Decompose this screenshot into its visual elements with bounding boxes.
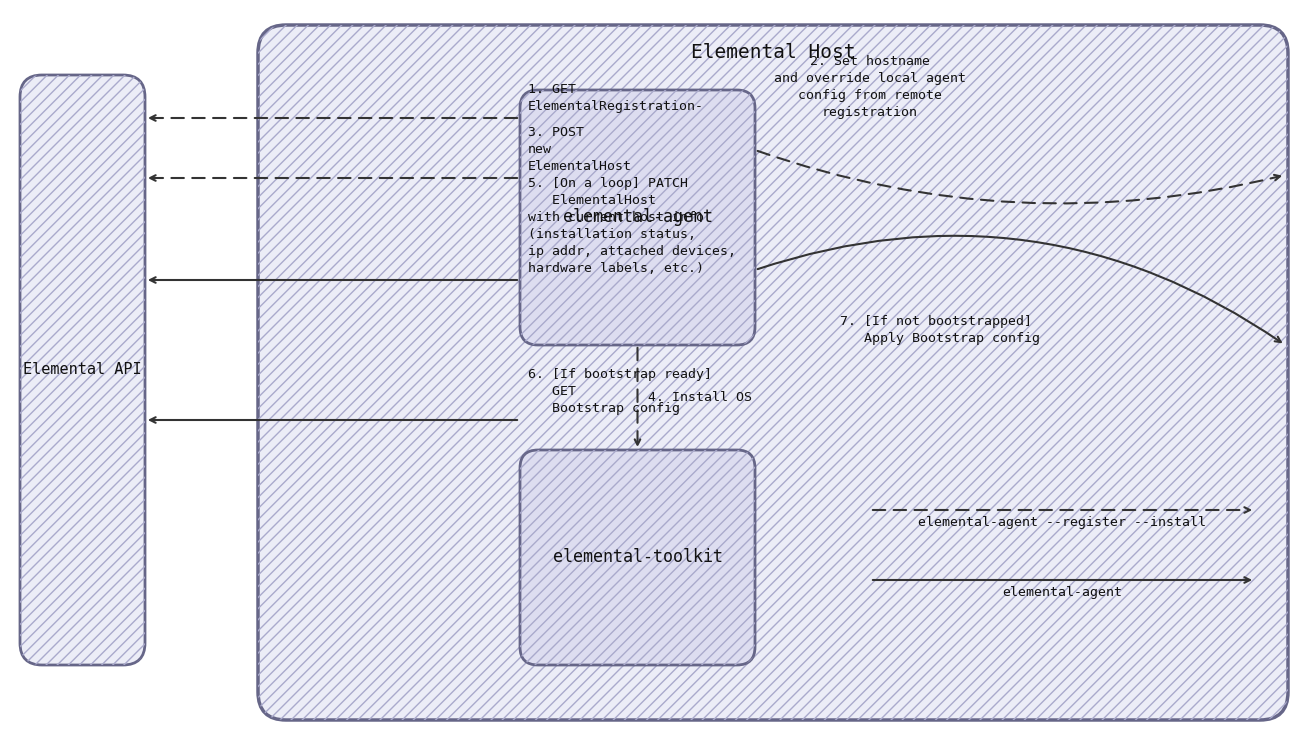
FancyBboxPatch shape — [258, 25, 1288, 720]
Text: elemental-agent --register --install: elemental-agent --register --install — [918, 516, 1206, 529]
Text: Elemental API: Elemental API — [24, 363, 142, 377]
FancyBboxPatch shape — [20, 75, 145, 665]
Text: 2. Set hostname
and override local agent
config from remote
registration: 2. Set hostname and override local agent… — [774, 55, 966, 119]
Text: 4. Install OS: 4. Install OS — [648, 391, 752, 404]
FancyBboxPatch shape — [520, 90, 756, 345]
Text: elemental-toolkit: elemental-toolkit — [552, 548, 723, 566]
Text: elemental-agent: elemental-agent — [562, 209, 712, 227]
Text: elemental-agent: elemental-agent — [1003, 586, 1122, 599]
FancyBboxPatch shape — [520, 450, 756, 665]
Text: Elemental Host: Elemental Host — [691, 44, 855, 62]
Text: 5. [On a loop] PATCH
   ElementalHost
with current host info
(installation statu: 5. [On a loop] PATCH ElementalHost with … — [528, 177, 736, 275]
Text: 1. GET
ElementalRegistration-: 1. GET ElementalRegistration- — [528, 83, 704, 113]
Text: 7. [If not bootstrapped]
   Apply Bootstrap config: 7. [If not bootstrapped] Apply Bootstrap… — [840, 315, 1039, 345]
Text: 3. POST
new
ElementalHost: 3. POST new ElementalHost — [528, 126, 632, 173]
Text: 6. [If bootstrap ready]
   GET
   Bootstrap config: 6. [If bootstrap ready] GET Bootstrap co… — [528, 368, 712, 415]
